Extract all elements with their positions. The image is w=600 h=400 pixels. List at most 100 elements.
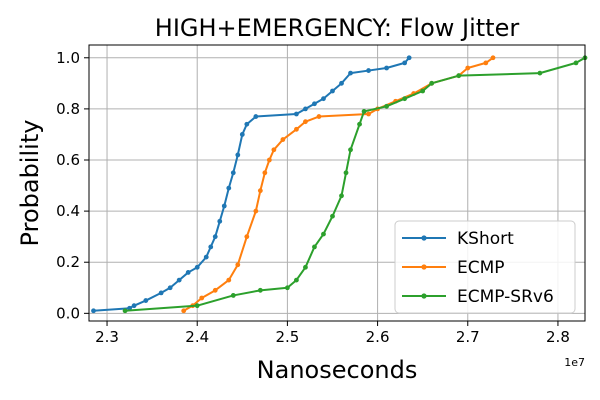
- data-point-kshort: [208, 244, 214, 250]
- legend-box: [394, 220, 576, 314]
- data-point-ecmp: [366, 111, 371, 117]
- legend-label-ecmp: ECMP: [457, 258, 505, 278]
- series-kshort: [91, 55, 412, 314]
- data-point-kshort: [158, 290, 164, 296]
- data-point-ecmp-srv6: [303, 264, 308, 270]
- data-point-kshort: [143, 298, 149, 303]
- data-point-ecmp-srv6: [194, 303, 200, 309]
- data-point-kshort: [203, 254, 209, 260]
- data-point-kshort: [131, 303, 137, 309]
- legend-label-kshort: KShort: [457, 229, 514, 249]
- data-point-kshort: [406, 55, 412, 61]
- data-point-kshort: [312, 101, 317, 107]
- data-point-kshort: [366, 68, 371, 73]
- data-point-kshort: [230, 170, 236, 176]
- data-point-ecmp: [483, 60, 489, 66]
- data-series: [91, 55, 588, 314]
- data-point-ecmp: [316, 114, 322, 119]
- chart-title: HIGH+EMERGENCY: Flow Jitter: [155, 14, 520, 42]
- data-point-ecmp-srv6: [361, 109, 367, 114]
- data-point-ecmp: [226, 277, 232, 283]
- data-point-kshort: [244, 121, 250, 127]
- data-point-ecmp: [280, 137, 286, 142]
- data-point-ecmp: [271, 147, 277, 153]
- x-axis-label: Nanoseconds: [257, 356, 418, 384]
- x-tick-label: 2.6: [366, 328, 390, 346]
- data-point-ecmp-srv6: [330, 213, 335, 219]
- x-tick-label: 2.8: [546, 328, 570, 346]
- data-point-ecmp-srv6: [537, 70, 543, 76]
- data-point-ecmp-srv6: [257, 287, 263, 293]
- data-point-kshort: [167, 285, 173, 291]
- data-point-ecmp-srv6: [230, 293, 236, 298]
- legend-marker-ecmp: [421, 264, 427, 270]
- data-point-kshort: [239, 132, 245, 137]
- y-axis-label: Probability: [16, 120, 44, 247]
- data-point-ecmp: [294, 126, 299, 132]
- data-point-ecmp-srv6: [312, 244, 317, 250]
- data-point-ecmp-srv6: [348, 147, 353, 153]
- y-tick-label: 0.2: [56, 253, 80, 271]
- data-point-kshort: [339, 80, 344, 86]
- y-tick-label: 0.6: [56, 151, 80, 169]
- data-point-kshort: [217, 218, 223, 224]
- data-point-kshort: [384, 65, 389, 71]
- data-point-kshort: [303, 106, 308, 112]
- data-point-kshort: [176, 277, 182, 283]
- y-tick-label: 1.0: [56, 49, 80, 67]
- data-point-kshort: [321, 96, 326, 102]
- data-point-ecmp: [235, 262, 241, 268]
- data-point-kshort: [91, 308, 96, 314]
- data-point-ecmp: [465, 65, 471, 71]
- data-point-kshort: [402, 60, 408, 66]
- legend-label-ecmp-srv6: ECMP-SRv6: [457, 287, 554, 307]
- data-point-ecmp: [303, 119, 308, 125]
- data-point-kshort: [221, 203, 227, 209]
- plot-frame: [88, 44, 586, 322]
- data-point-ecmp-srv6: [122, 308, 128, 314]
- data-point-kshort: [235, 152, 241, 158]
- y-tick-label: 0.4: [56, 202, 80, 220]
- data-point-ecmp-srv6: [384, 103, 389, 109]
- data-point-ecmp: [266, 157, 272, 163]
- data-point-ecmp: [253, 208, 259, 214]
- data-point-kshort: [348, 70, 353, 76]
- data-point-ecmp: [490, 55, 496, 61]
- data-point-ecmp: [212, 287, 218, 293]
- legend-marker-ecmp-srv6: [421, 293, 427, 299]
- data-point-ecmp-srv6: [456, 73, 462, 79]
- legend-item-ecmp-srv6: ECMP-SRv6: [402, 287, 554, 307]
- x-tick-label: 2.3: [95, 328, 119, 346]
- data-point-kshort: [294, 111, 299, 117]
- data-point-ecmp-srv6: [573, 60, 579, 66]
- data-point-ecmp-srv6: [339, 193, 344, 199]
- data-point-kshort: [212, 234, 218, 240]
- data-point-kshort: [194, 264, 200, 270]
- data-point-ecmp-srv6: [429, 80, 435, 86]
- data-point-ecmp: [181, 308, 187, 314]
- data-point-kshort: [226, 185, 232, 191]
- legend-marker-kshort: [421, 235, 427, 241]
- grid-lines: [89, 45, 585, 321]
- data-point-kshort: [253, 114, 259, 119]
- x-tick-label: 2.4: [185, 328, 209, 346]
- data-point-ecmp-srv6: [321, 231, 326, 237]
- legend: KShort ECMP ECMP-SRv6: [394, 220, 576, 314]
- data-point-kshort: [330, 88, 335, 94]
- legend-item-ecmp: ECMP: [402, 258, 505, 278]
- y-ticks: 0.0 0.2 0.4 0.6 0.8 1.0: [56, 49, 89, 322]
- data-point-kshort: [185, 270, 191, 275]
- data-point-ecmp-srv6: [294, 277, 299, 283]
- x-tick-label: 2.5: [275, 328, 299, 346]
- y-tick-label: 0.0: [56, 304, 80, 322]
- data-point-ecmp-srv6: [357, 121, 362, 127]
- y-tick-label: 0.8: [56, 100, 80, 118]
- data-point-ecmp-srv6: [285, 285, 290, 291]
- data-point-ecmp: [262, 170, 268, 176]
- legend-item-kshort: KShort: [402, 229, 514, 249]
- data-point-ecmp: [199, 295, 205, 301]
- series-ecmp-srv6: [122, 55, 588, 314]
- data-point-ecmp: [257, 188, 263, 194]
- data-point-ecmp: [244, 234, 250, 240]
